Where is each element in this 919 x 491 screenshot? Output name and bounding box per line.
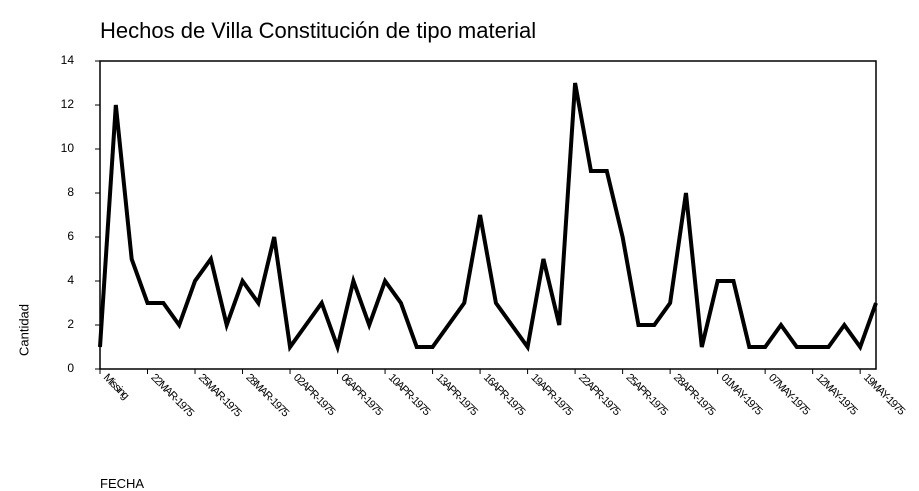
x-tick-label: 19MAY-1975 bbox=[861, 372, 907, 418]
x-tick-label: 28APR-1975 bbox=[671, 372, 718, 419]
x-tick-label: 19APR-1975 bbox=[528, 372, 575, 419]
x-tick-label: 01MAY-1975 bbox=[719, 372, 765, 418]
y-tick-label: 12 bbox=[61, 97, 75, 111]
x-tick-label: 22MAR-1975 bbox=[148, 372, 196, 420]
x-axis-label: FECHA bbox=[100, 476, 144, 491]
x-tick-label: 07MAY-1975 bbox=[766, 372, 812, 418]
y-tick-label: 6 bbox=[67, 229, 74, 243]
x-tick-label: 13APR-1975 bbox=[433, 372, 480, 419]
x-tick-label: 28MAR-1975 bbox=[243, 372, 291, 420]
x-tick-label: 22APR-1975 bbox=[576, 372, 623, 419]
x-tick-label: 16APR-1975 bbox=[481, 372, 528, 419]
x-tick-label: 10APR-1975 bbox=[386, 372, 433, 419]
y-tick-label: 8 bbox=[67, 185, 74, 199]
x-tick-label: 25APR-1975 bbox=[623, 372, 670, 419]
x-tick-label: 06APR-1975 bbox=[338, 372, 385, 419]
chart-title: Hechos de Villa Constitución de tipo mat… bbox=[100, 18, 536, 43]
data-line bbox=[98, 82, 878, 354]
x-tick-label: Missing bbox=[101, 372, 132, 403]
y-tick-label: 2 bbox=[67, 317, 74, 331]
y-tick-label: 14 bbox=[61, 53, 75, 67]
y-tick-label: 4 bbox=[67, 273, 74, 287]
x-tick-label: 12MAY-1975 bbox=[814, 372, 860, 418]
x-tick-label: 02APR-1975 bbox=[291, 372, 338, 419]
y-axis-label: Cantidad bbox=[16, 304, 31, 356]
y-tick-label: 10 bbox=[61, 141, 75, 155]
y-tick-label: 0 bbox=[67, 361, 74, 375]
plot-frame bbox=[99, 60, 877, 370]
x-tick-label: 25MAR-1975 bbox=[196, 372, 244, 420]
